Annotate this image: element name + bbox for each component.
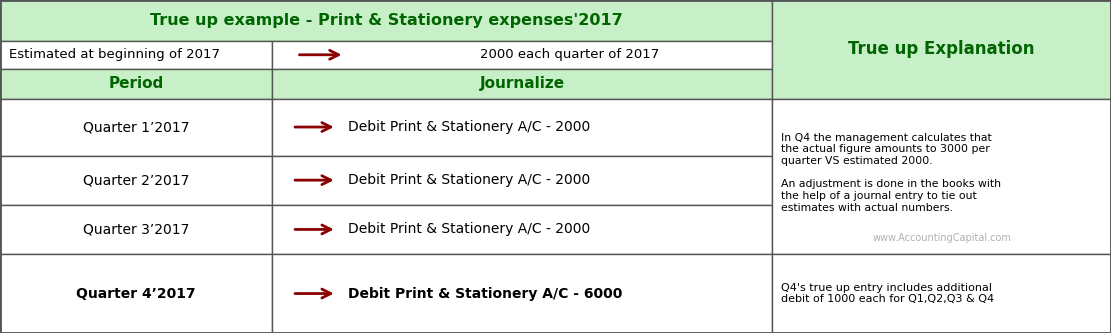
Bar — [272, 99, 772, 156]
Bar — [272, 69, 772, 99]
Bar — [0, 205, 272, 254]
Bar — [272, 205, 772, 254]
Text: True up Explanation: True up Explanation — [849, 40, 1034, 58]
Bar — [772, 254, 1111, 333]
Text: Debit Print & Stationery A/C - 2000: Debit Print & Stationery A/C - 2000 — [348, 120, 590, 134]
Text: Debit Print & Stationery A/C - 6000: Debit Print & Stationery A/C - 6000 — [348, 286, 622, 301]
Bar — [0, 0, 772, 41]
Text: Q4's true up entry includes additional
debit of 1000 each for Q1,Q2,Q3 & Q4: Q4's true up entry includes additional d… — [781, 283, 994, 304]
Bar — [272, 156, 772, 205]
Text: Quarter 3’2017: Quarter 3’2017 — [83, 222, 189, 236]
Text: An adjustment is done in the books with
the help of a journal entry to tie out
e: An adjustment is done in the books with … — [781, 179, 1001, 213]
Text: Debit Print & Stationery A/C - 2000: Debit Print & Stationery A/C - 2000 — [348, 173, 590, 187]
Bar — [272, 254, 772, 333]
Text: In Q4 the management calculates that
the actual figure amounts to 3000 per
quart: In Q4 the management calculates that the… — [781, 133, 992, 166]
Bar — [772, 99, 1111, 254]
Bar — [0, 69, 272, 99]
Text: Quarter 2’2017: Quarter 2’2017 — [83, 173, 189, 187]
Text: True up example - Print & Stationery expenses'2017: True up example - Print & Stationery exp… — [150, 13, 622, 28]
Bar — [0, 156, 272, 205]
Bar — [272, 41, 772, 69]
Bar — [0, 99, 272, 156]
Text: Quarter 1’2017: Quarter 1’2017 — [83, 120, 189, 134]
Text: Quarter 4’2017: Quarter 4’2017 — [77, 286, 196, 301]
Text: Estimated at beginning of 2017: Estimated at beginning of 2017 — [9, 48, 220, 61]
Text: Debit Print & Stationery A/C - 2000: Debit Print & Stationery A/C - 2000 — [348, 222, 590, 236]
Text: Journalize: Journalize — [480, 76, 564, 91]
Text: Period: Period — [109, 76, 163, 91]
Bar — [772, 0, 1111, 99]
Bar — [0, 41, 272, 69]
Text: www.AccountingCapital.com: www.AccountingCapital.com — [872, 233, 1011, 243]
Text: 2000 each quarter of 2017: 2000 each quarter of 2017 — [480, 48, 659, 61]
Bar — [0, 254, 272, 333]
